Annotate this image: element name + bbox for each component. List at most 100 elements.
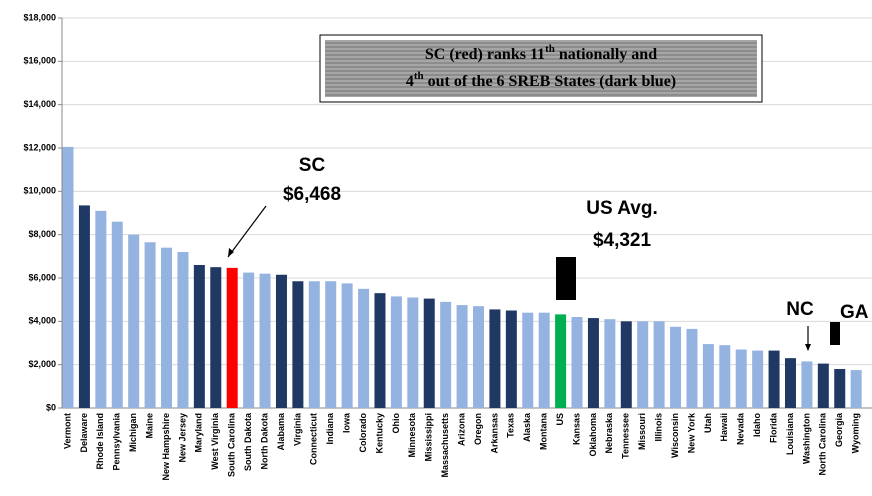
marker-block bbox=[556, 257, 576, 300]
bar bbox=[440, 301, 452, 408]
bar bbox=[752, 350, 764, 408]
x-tick-label: Wisconsin bbox=[670, 413, 680, 458]
bar bbox=[243, 272, 255, 408]
x-tick-label: North Carolina bbox=[818, 412, 828, 475]
x-tick-label: Kansas bbox=[571, 413, 581, 445]
x-tick-label: Virginia bbox=[292, 412, 302, 446]
bar bbox=[571, 317, 583, 408]
bar bbox=[259, 273, 271, 408]
x-tick-label: Vermont bbox=[62, 413, 72, 449]
bar bbox=[587, 318, 599, 408]
bar bbox=[784, 358, 796, 408]
arrow-head bbox=[805, 344, 811, 351]
title-text: 4 bbox=[406, 73, 414, 90]
x-tick-label: Texas bbox=[506, 413, 516, 438]
bar bbox=[702, 344, 714, 408]
x-tick-label: Arizona bbox=[456, 412, 466, 446]
annotation: US Avg. bbox=[586, 198, 657, 219]
x-tick-label: Oregon bbox=[473, 413, 483, 445]
bar bbox=[719, 345, 731, 408]
bar bbox=[686, 328, 698, 408]
y-tick-label: $2,000 bbox=[28, 359, 56, 369]
bar bbox=[177, 252, 189, 408]
y-tick-label: $14,000 bbox=[23, 99, 56, 109]
bar bbox=[374, 293, 386, 408]
x-tick-label: South Dakota bbox=[243, 412, 253, 471]
plot-area: $0 $2,000 $4,000 $6,000 $8,000 $10,000 $12,000… bbox=[23, 12, 872, 481]
bar bbox=[193, 265, 205, 408]
bar bbox=[489, 309, 501, 408]
bar bbox=[358, 288, 370, 408]
x-tick-label: Pennsylvania bbox=[112, 412, 122, 471]
x-tick-label: New Jersey bbox=[177, 413, 187, 463]
bar bbox=[555, 314, 567, 408]
title-line: SC (red) ranks 11th nationally and bbox=[425, 43, 657, 63]
arrow-head bbox=[228, 248, 234, 257]
x-tick-label: Iowa bbox=[342, 412, 352, 433]
bar bbox=[308, 281, 320, 408]
bar bbox=[653, 321, 665, 408]
bar bbox=[78, 205, 90, 408]
y-tick-label: $18,000 bbox=[23, 12, 56, 22]
marker-block bbox=[830, 322, 840, 345]
x-tick-label: Florida bbox=[768, 412, 778, 443]
x-tick-label: Michigan bbox=[128, 413, 138, 452]
bar bbox=[210, 267, 222, 408]
x-tick-label: Alaska bbox=[522, 412, 532, 442]
bar bbox=[292, 281, 304, 408]
bar bbox=[423, 298, 435, 408]
title-sup: th bbox=[545, 43, 555, 55]
x-tick-label: Wyoming bbox=[851, 413, 861, 453]
bar bbox=[768, 350, 780, 408]
x-tick-label: Minnesota bbox=[407, 412, 417, 457]
bar bbox=[144, 242, 156, 408]
bar bbox=[620, 321, 632, 408]
title-line: 4th out of the 6 SREB States (dark blue) bbox=[406, 70, 676, 90]
annotation: $4,321 bbox=[593, 230, 652, 251]
bar bbox=[850, 370, 862, 408]
bar bbox=[456, 305, 468, 408]
x-tick-label: Tennessee bbox=[621, 413, 631, 459]
x-tick-label: Idaho bbox=[752, 412, 762, 437]
bar bbox=[834, 369, 846, 408]
bar bbox=[407, 297, 419, 408]
x-tick-label: Delaware bbox=[79, 413, 89, 453]
x-tick-label: Oklahoma bbox=[588, 412, 598, 457]
bar bbox=[128, 234, 140, 408]
x-tick-label: Nebraska bbox=[604, 412, 614, 454]
x-tick-label: South Carolina bbox=[227, 412, 237, 477]
x-tick-label: New Hampshire bbox=[161, 413, 171, 481]
x-tick-label: Nevada bbox=[736, 412, 746, 445]
x-tick-label: Georgia bbox=[834, 412, 844, 447]
x-tick-label: Maine bbox=[144, 413, 154, 439]
x-tick-label: Rhode Island bbox=[95, 413, 105, 470]
bar bbox=[325, 281, 337, 408]
bar bbox=[637, 321, 649, 408]
bar bbox=[801, 361, 813, 408]
bar bbox=[226, 267, 238, 408]
y-tick-label: $8,000 bbox=[28, 229, 56, 239]
y-tick-label: $12,000 bbox=[23, 142, 56, 152]
x-tick-label: Louisiana bbox=[785, 412, 795, 455]
bar bbox=[62, 146, 74, 408]
x-tick-label: Maryland bbox=[194, 413, 204, 453]
x-tick-label: Mississippi bbox=[424, 413, 434, 462]
title-fill bbox=[325, 40, 757, 97]
annotation: $6,468 bbox=[283, 184, 341, 205]
bar bbox=[111, 221, 123, 408]
annotation: SC bbox=[299, 155, 326, 176]
x-tick-label: Arkansas bbox=[489, 413, 499, 454]
x-tick-label: Indiana bbox=[325, 412, 335, 444]
bar bbox=[735, 349, 747, 408]
bar bbox=[604, 319, 616, 408]
x-tick-label: North Dakota bbox=[259, 412, 269, 469]
x-tick-label: Illinois bbox=[653, 413, 663, 442]
annotation: NC bbox=[786, 299, 814, 320]
bar bbox=[161, 247, 173, 408]
bar bbox=[817, 363, 829, 408]
title-sup: th bbox=[414, 70, 424, 82]
x-tick-label: Connecticut bbox=[309, 413, 319, 465]
arrow bbox=[227, 205, 267, 258]
bar bbox=[670, 326, 682, 408]
x-tick-label: Colorado bbox=[358, 412, 368, 452]
